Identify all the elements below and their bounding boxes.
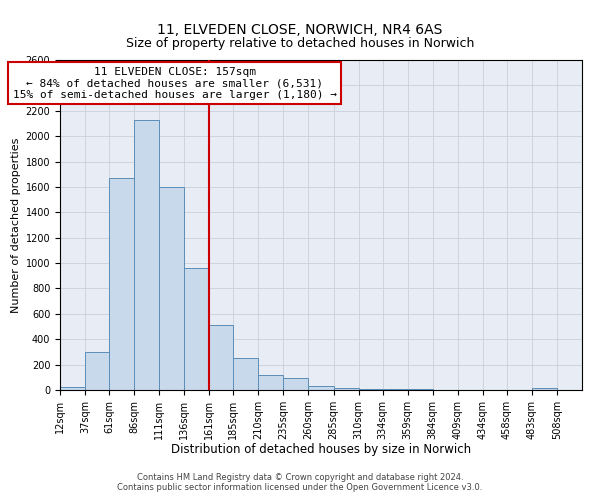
Bar bbox=[259, 375, 283, 390]
Bar bbox=[209, 326, 233, 390]
Bar bbox=[334, 388, 359, 390]
Bar bbox=[283, 378, 308, 390]
Bar bbox=[159, 187, 184, 390]
Text: 11, ELVEDEN CLOSE, NORWICH, NR4 6AS: 11, ELVEDEN CLOSE, NORWICH, NR4 6AS bbox=[157, 22, 443, 36]
Bar bbox=[233, 358, 259, 390]
Bar bbox=[109, 178, 134, 390]
Text: Size of property relative to detached houses in Norwich: Size of property relative to detached ho… bbox=[126, 38, 474, 51]
Bar bbox=[359, 388, 383, 390]
Y-axis label: Number of detached properties: Number of detached properties bbox=[11, 138, 22, 312]
Bar bbox=[532, 388, 557, 390]
Bar bbox=[184, 268, 209, 390]
Bar bbox=[60, 388, 85, 390]
X-axis label: Distribution of detached houses by size in Norwich: Distribution of detached houses by size … bbox=[171, 444, 471, 456]
Bar bbox=[383, 389, 407, 390]
Text: 11 ELVEDEN CLOSE: 157sqm
← 84% of detached houses are smaller (6,531)
15% of sem: 11 ELVEDEN CLOSE: 157sqm ← 84% of detach… bbox=[13, 66, 337, 100]
Bar bbox=[85, 352, 109, 390]
Bar bbox=[134, 120, 159, 390]
Bar bbox=[308, 386, 334, 390]
Text: Contains HM Land Registry data © Crown copyright and database right 2024.
Contai: Contains HM Land Registry data © Crown c… bbox=[118, 473, 482, 492]
